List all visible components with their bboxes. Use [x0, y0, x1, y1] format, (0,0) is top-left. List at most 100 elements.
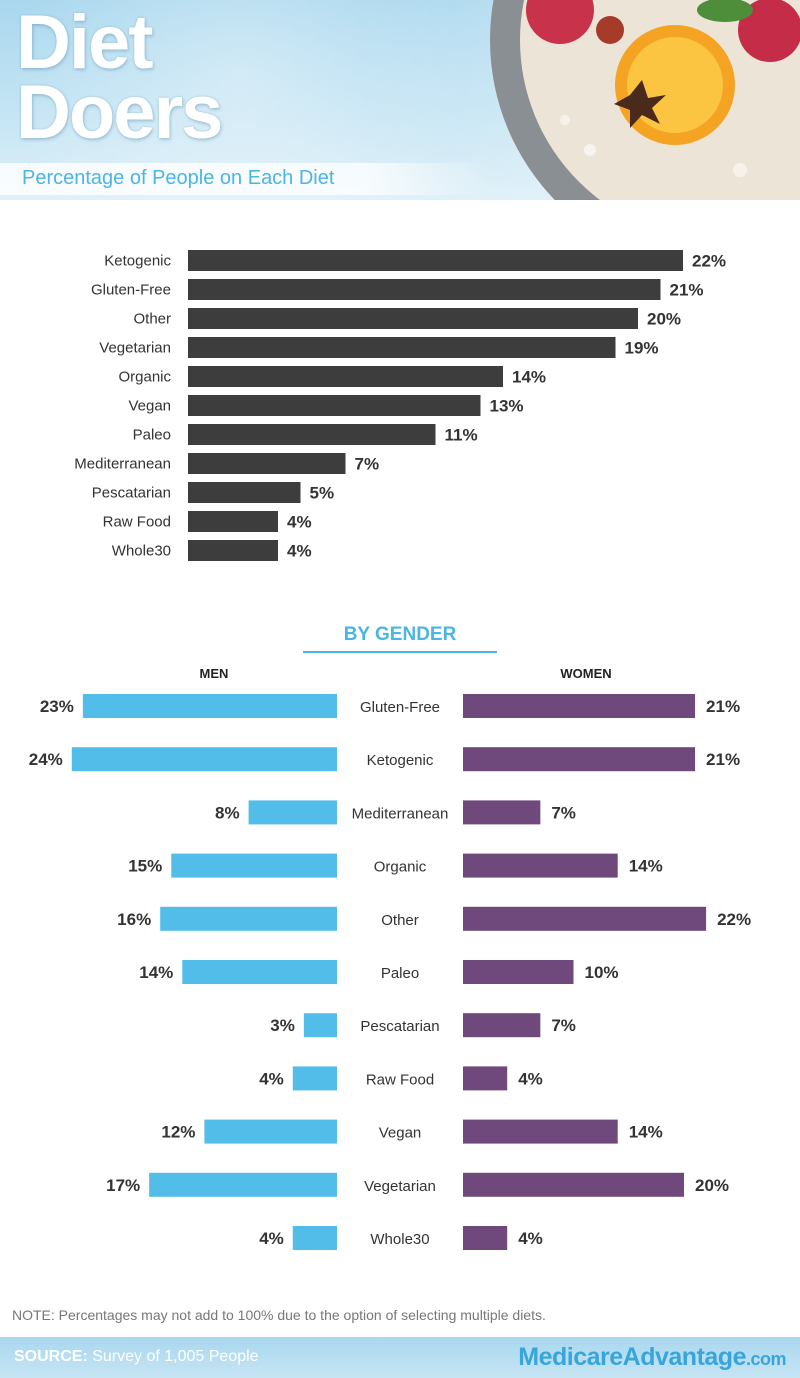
data-label-women: 21%	[706, 697, 740, 716]
data-label-men: 24%	[29, 750, 63, 769]
bar-women	[463, 1119, 618, 1144]
bar	[188, 250, 683, 271]
data-label-men: 15%	[128, 857, 162, 876]
data-label-men: 4%	[259, 1069, 284, 1088]
gender-heading: BY GENDER	[303, 624, 497, 653]
bar-men	[303, 1013, 337, 1038]
title-line-1: Diet	[16, 0, 154, 85]
logo-suffix: .com	[745, 1349, 787, 1369]
men-column-label: MEN	[199, 666, 229, 681]
category-label: Vegan	[379, 1125, 422, 1142]
category-label: Ketogenic	[104, 253, 171, 270]
bar-women	[463, 1226, 508, 1250]
category-label: Whole30	[112, 543, 171, 560]
data-label: 4%	[287, 513, 312, 532]
page-title: Diet Doers	[16, 0, 336, 151]
bar	[188, 540, 278, 561]
source-credit: SOURCE: Survey of 1,005 People	[14, 1348, 259, 1366]
data-label-men: 23%	[40, 697, 74, 716]
bar-women	[463, 747, 696, 772]
bar	[188, 482, 301, 503]
data-label-women: 4%	[518, 1229, 543, 1248]
gender-bar-chart: 23% Gluten-Free 21% 24% Ketogenic 21% 8% Medite…	[29, 694, 751, 1250]
footer-banner: SOURCE: Survey of 1,005 People MedicareA…	[0, 1337, 800, 1378]
bar-men	[160, 906, 337, 931]
data-label-women: 7%	[551, 803, 576, 822]
data-label: 22%	[692, 252, 726, 271]
data-label: 5%	[310, 484, 335, 503]
brand-logo: MedicareAdvantage.com	[518, 1343, 786, 1372]
category-label: Pescatarian	[360, 1018, 439, 1035]
food-photo	[490, 0, 800, 200]
bar	[188, 279, 661, 300]
data-label-men: 3%	[270, 1016, 295, 1035]
bar-men	[292, 1066, 337, 1091]
data-label-men: 8%	[215, 803, 240, 822]
bar	[188, 511, 278, 532]
bar	[188, 366, 503, 387]
bar-men	[292, 1226, 337, 1250]
bar-women	[463, 960, 574, 984]
subtitle-band	[0, 163, 490, 195]
data-label: 21%	[670, 281, 704, 300]
data-label-men: 14%	[139, 963, 173, 982]
category-label: Raw Food	[103, 514, 171, 531]
bar	[188, 424, 436, 445]
data-label-women: 21%	[706, 750, 740, 769]
data-label-women: 10%	[585, 963, 619, 982]
category-label: Gluten-Free	[360, 699, 440, 716]
bar	[188, 453, 346, 474]
data-label-men: 16%	[117, 910, 151, 929]
chart-subtitle: Percentage of People on Each Diet	[22, 167, 335, 189]
category-label: Ketogenic	[367, 752, 434, 769]
category-label: Raw Food	[366, 1071, 434, 1088]
bar-men	[248, 800, 337, 825]
overall-bar-chart: Ketogenic 22% Gluten-Free 21% Other 20% Vegeta…	[74, 250, 726, 561]
bar-women	[463, 694, 696, 718]
data-label: 19%	[625, 339, 659, 358]
category-label: Other	[381, 912, 419, 929]
data-label-women: 22%	[717, 910, 751, 929]
bar-women	[463, 1013, 541, 1038]
bar-men	[149, 1172, 337, 1197]
data-label: 20%	[647, 310, 681, 329]
data-label-women: 14%	[629, 857, 663, 876]
data-label-men: 4%	[259, 1229, 284, 1248]
data-label-men: 17%	[106, 1176, 140, 1195]
logo-main: MedicareAdvantage	[518, 1343, 746, 1371]
category-label: Vegetarian	[364, 1178, 436, 1195]
category-label: Whole30	[370, 1231, 429, 1248]
bar-women	[463, 800, 541, 825]
category-label: Paleo	[381, 965, 419, 982]
data-label: 11%	[445, 426, 478, 445]
data-label-women: 7%	[551, 1016, 576, 1035]
bar-men	[182, 960, 337, 984]
data-label: 13%	[490, 397, 524, 416]
source-text: Survey of 1,005 People	[87, 1348, 259, 1365]
bar-men	[82, 694, 337, 718]
bar	[188, 308, 638, 329]
data-label-women: 20%	[695, 1176, 729, 1195]
data-label-women: 4%	[518, 1069, 543, 1088]
category-label: Paleo	[133, 427, 171, 444]
footnote: NOTE: Percentages may not add to 100% du…	[12, 1307, 546, 1323]
bar-women	[463, 853, 618, 878]
bar-women	[463, 1172, 684, 1197]
bar-men	[71, 747, 338, 772]
data-label-women: 14%	[629, 1123, 663, 1142]
category-label: Vegan	[128, 398, 171, 415]
category-label: Organic	[118, 369, 171, 386]
bar-men	[171, 853, 337, 878]
women-column-label: WOMEN	[560, 666, 612, 681]
bar-women	[463, 906, 707, 931]
category-label: Vegetarian	[99, 340, 171, 357]
data-label-men: 12%	[161, 1123, 195, 1142]
category-label: Organic	[374, 859, 427, 876]
source-label: SOURCE:	[14, 1348, 88, 1365]
category-label: Pescatarian	[92, 485, 171, 502]
bar	[188, 337, 616, 358]
bar-women	[463, 1066, 508, 1091]
data-label: 7%	[355, 455, 380, 474]
category-label: Other	[133, 311, 171, 328]
header-banner: Diet Doers Percentage of People on Each …	[0, 0, 800, 200]
